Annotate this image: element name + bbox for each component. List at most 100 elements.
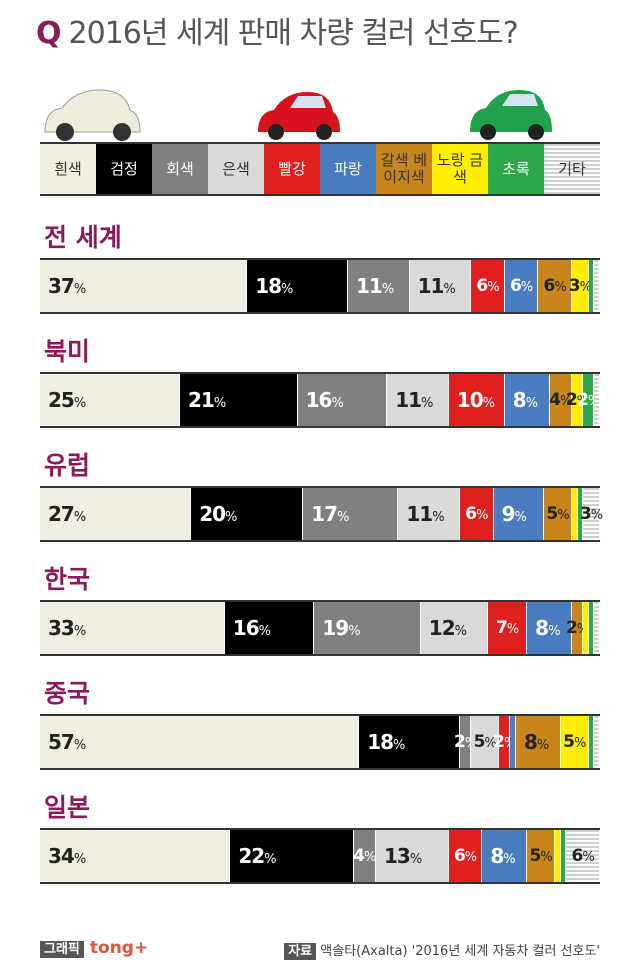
value-unit: % — [464, 850, 477, 865]
brand: tong+ — [89, 938, 149, 958]
value-label: 18% — [255, 274, 293, 298]
value-unit: % — [443, 282, 455, 297]
value-label: 6% — [509, 276, 533, 296]
value-unit: % — [73, 510, 86, 525]
bar-segment — [594, 602, 600, 654]
value-unit: % — [503, 852, 515, 867]
bar-segment: 37% — [40, 260, 248, 312]
bar-segment: 4% — [353, 830, 376, 882]
value-label: 19% — [322, 616, 360, 640]
value-unit: % — [536, 738, 549, 753]
value-label: 33% — [48, 616, 86, 640]
bar-segment: 11% — [347, 260, 410, 312]
value-label: 37% — [48, 274, 86, 298]
value-unit: % — [514, 510, 526, 525]
stacked-bar: 37% 18% 11% 11% 6% 6% 6% 3% — [40, 258, 600, 314]
value-label: 57% — [48, 730, 86, 754]
value-unit: % — [409, 852, 422, 867]
value-unit: % — [590, 508, 603, 523]
value-label: 5% — [546, 504, 569, 524]
bar-segment: 27% — [40, 488, 192, 540]
bar-segment: 6% — [459, 488, 494, 540]
bar-segment — [510, 716, 516, 768]
value-unit: % — [525, 396, 538, 411]
stacked-bar: 33% 16% 19% 12% 7% 8%2% — [40, 600, 600, 656]
bar-segment: 33% — [40, 602, 225, 654]
bar-segment: 4% — [549, 374, 572, 426]
value-label: 6% — [453, 846, 477, 866]
bar-segment — [588, 260, 595, 312]
value-label: 27% — [48, 502, 86, 526]
car-red — [258, 92, 340, 140]
value-unit: % — [487, 280, 499, 295]
legend-item: 노랑 금색 — [432, 144, 488, 194]
bar-segment: 57% — [40, 716, 360, 768]
value-label: 5% — [563, 732, 586, 752]
bar-segment — [588, 716, 595, 768]
value-unit: % — [258, 624, 271, 639]
bar-segment: 2% — [577, 374, 600, 426]
bar-segment: 6% — [566, 830, 600, 882]
bar-segment: 16% — [297, 374, 388, 426]
value-unit: % — [554, 280, 566, 295]
bar-segment: 8% — [527, 602, 572, 654]
value-unit: % — [73, 624, 86, 639]
value-label: 8% — [490, 844, 515, 868]
bar-segment: 5% — [560, 716, 589, 768]
value-unit: % — [364, 850, 376, 865]
bar-segment: 3% — [569, 260, 592, 312]
value-label: 21% — [188, 388, 226, 412]
value-unit: % — [73, 852, 86, 867]
bar-segment: 10% — [448, 374, 505, 426]
legend-item: 검정 — [96, 144, 152, 194]
legend-item: 초록 — [488, 144, 544, 194]
car-illustrations — [44, 89, 552, 141]
graphic-tag: 그래픽 — [40, 941, 84, 958]
source-text: 액솔타(Axalta) '2016년 세계 자동차 컬러 선호도' — [320, 944, 600, 959]
region-label: 일본 — [44, 793, 91, 822]
source-tag: 자료 — [284, 943, 317, 960]
bar-segment: 5% — [471, 716, 500, 768]
value-unit: % — [482, 396, 495, 411]
bar-segment — [583, 602, 589, 654]
bar-segment: 11% — [398, 488, 460, 540]
region-label: 유럽 — [44, 451, 91, 480]
value-label: 18% — [367, 730, 405, 754]
bar-segment — [594, 716, 600, 768]
value-unit: % — [582, 850, 594, 865]
value-unit: % — [337, 510, 349, 525]
bar-segment: 2% — [493, 716, 516, 768]
value-label: 8% — [523, 730, 549, 754]
source: 자료 액솔타(Axalta) '2016년 세계 자동차 컬러 선호도' — [284, 940, 600, 960]
bar-segment: 25% — [40, 374, 180, 426]
value-label: 34% — [48, 844, 86, 868]
value-unit: % — [520, 280, 533, 295]
bar-segment — [555, 830, 561, 882]
legend-item: 빨강 — [264, 144, 320, 194]
value-unit: % — [476, 508, 488, 523]
value-label: 25% — [48, 388, 86, 412]
value-label: 16% — [305, 388, 344, 412]
bar-segment: 5% — [527, 830, 556, 882]
bar-segment: 21% — [180, 374, 298, 426]
bar-segment — [588, 602, 595, 654]
bar-segment: 34% — [40, 830, 231, 882]
value-unit: % — [73, 282, 86, 297]
value-label: 11% — [417, 274, 456, 298]
value-unit: % — [348, 624, 360, 639]
value-unit: % — [560, 394, 572, 409]
legend-item: 회색 — [152, 144, 208, 194]
value-unit: % — [393, 738, 405, 753]
bar-segment — [594, 260, 600, 312]
bar-segment: 7% — [487, 602, 528, 654]
value-label: 11% — [395, 388, 433, 412]
value-unit: % — [264, 852, 276, 867]
value-label: 6% — [543, 276, 567, 296]
value-label: 4% — [549, 390, 572, 410]
value-label: 8% — [512, 388, 538, 412]
value-unit: % — [454, 624, 467, 639]
bar-segment: 18% — [359, 716, 460, 768]
bar-segment: 5% — [543, 488, 572, 540]
bar-segment — [560, 830, 567, 882]
bar-segment: 6% — [448, 830, 483, 882]
